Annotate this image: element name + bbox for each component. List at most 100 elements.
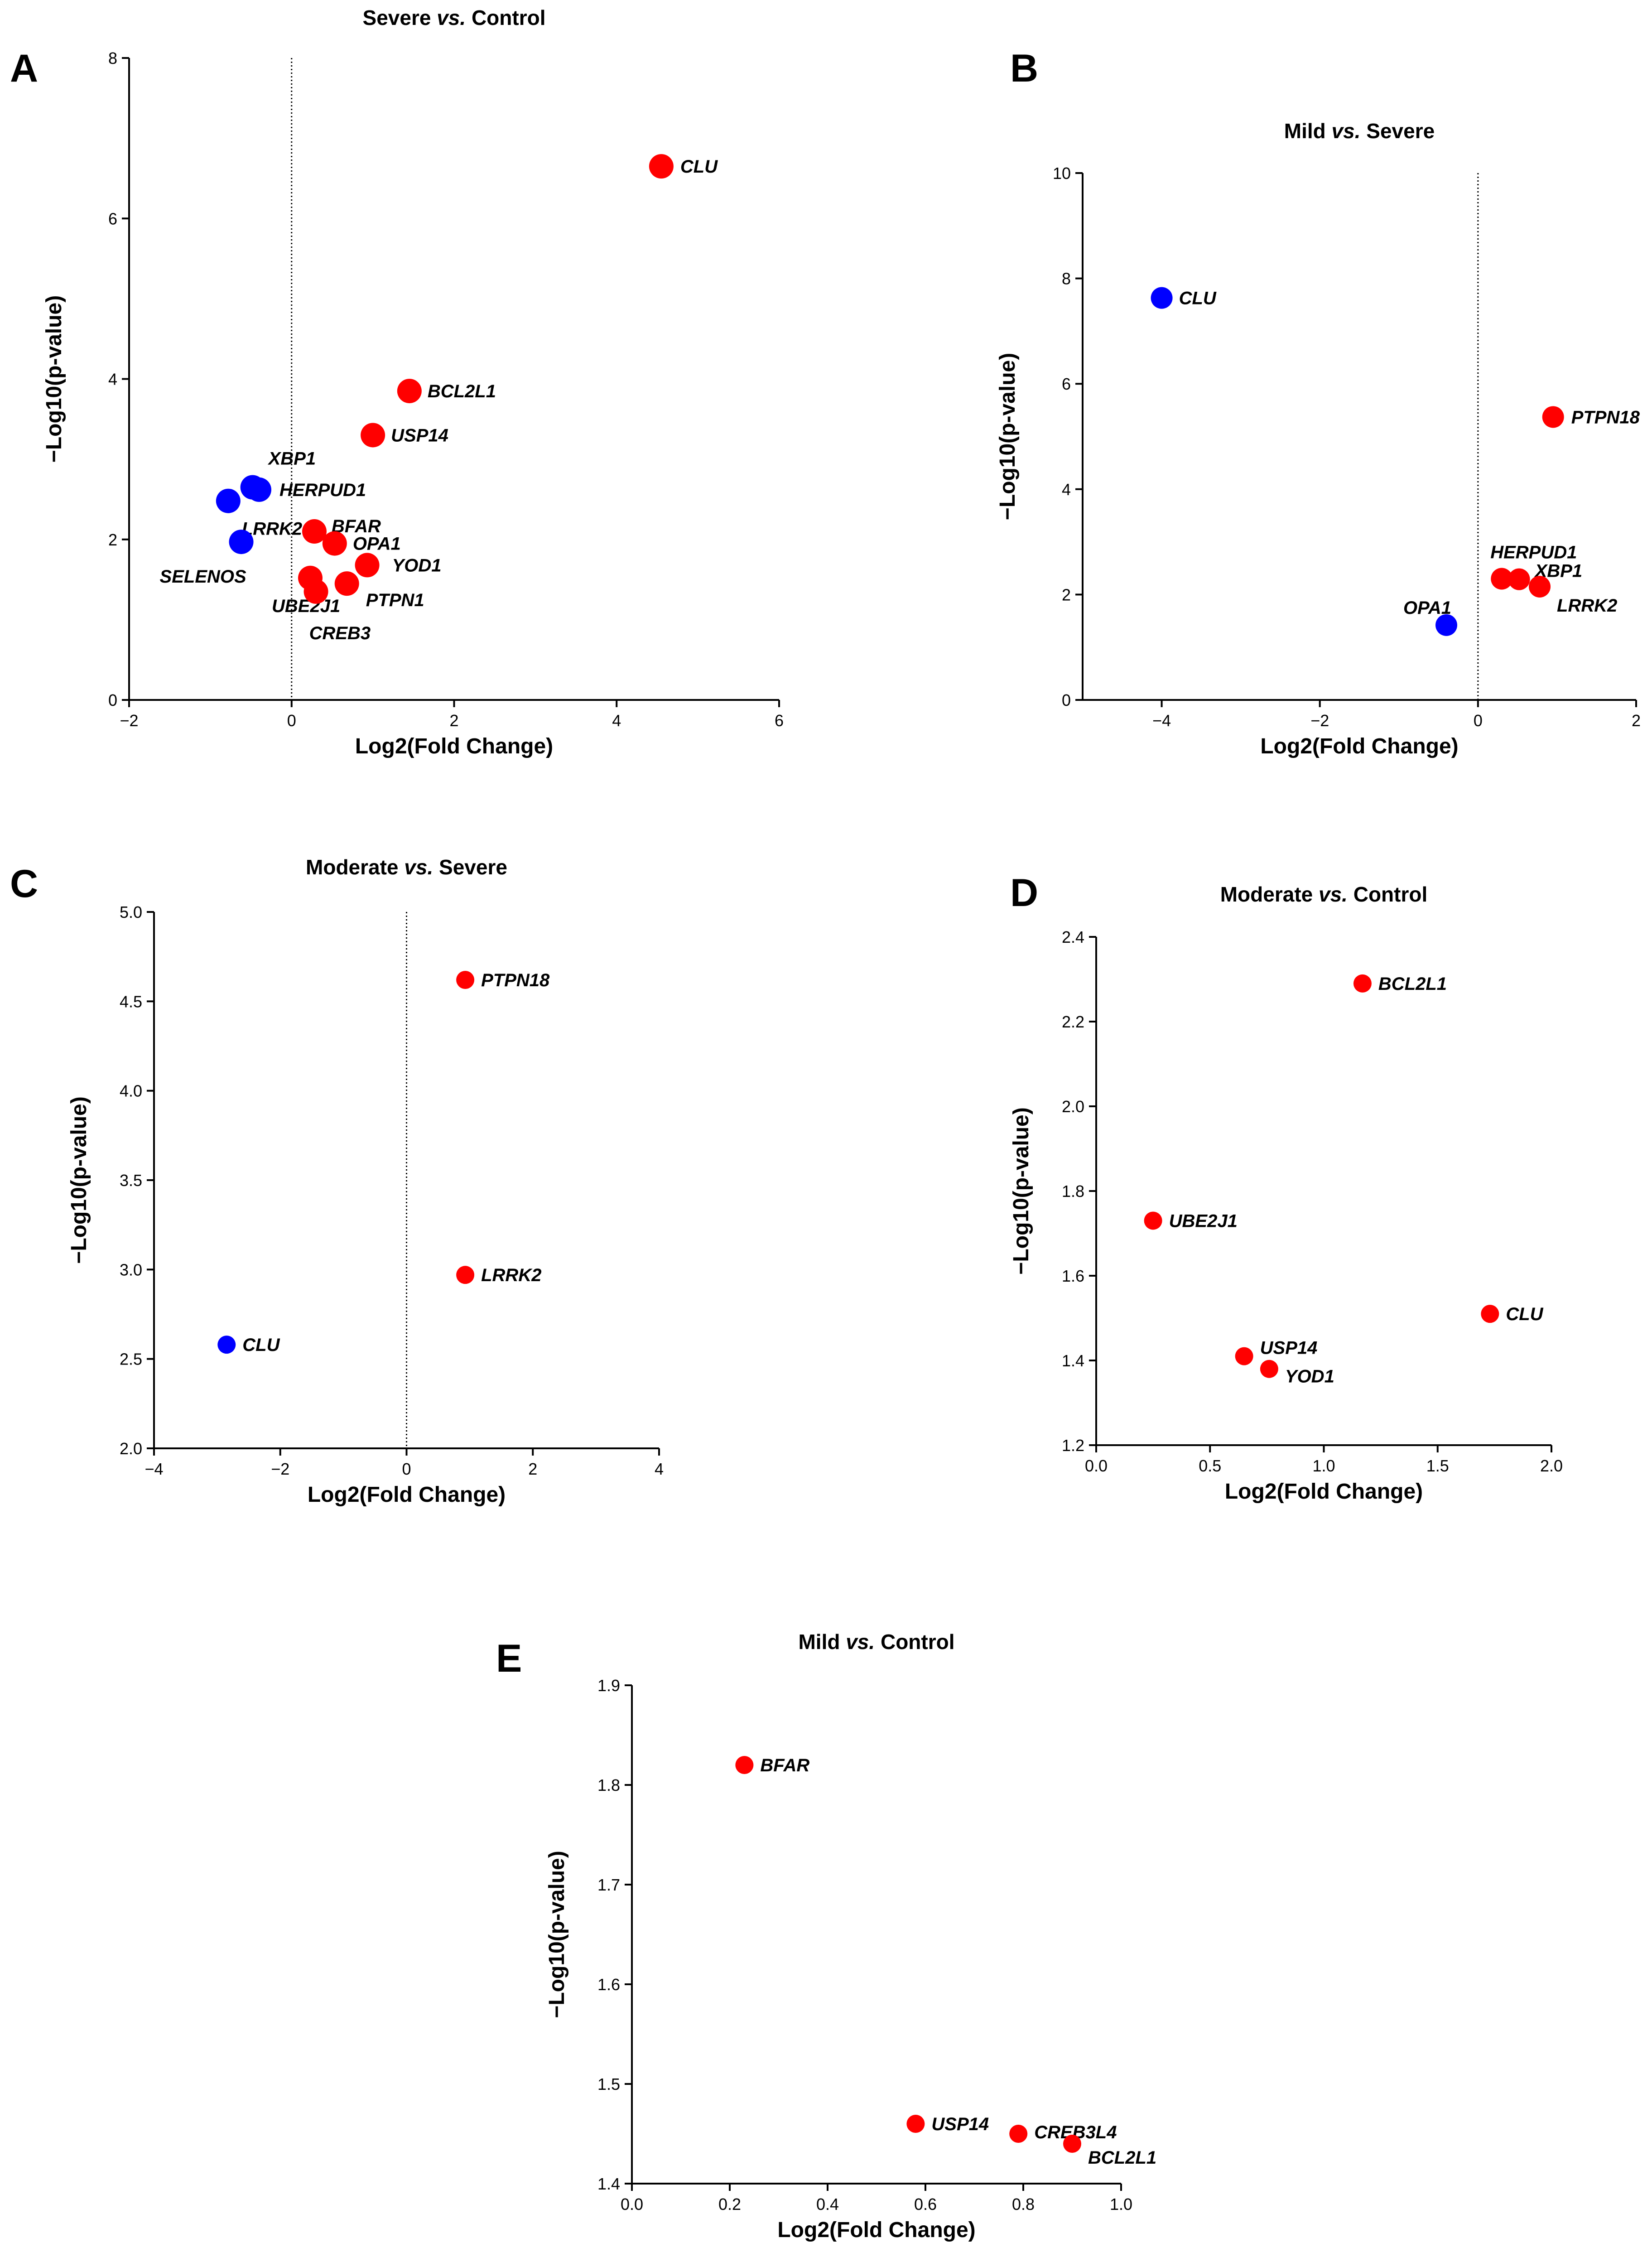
x-tick-label: 2.0 bbox=[1540, 1456, 1563, 1475]
y-tick-label: 3.0 bbox=[120, 1260, 142, 1279]
x-tick-label: 0.0 bbox=[621, 2195, 643, 2214]
gene-label: OPA1 bbox=[353, 534, 401, 554]
gene-label: BFAR bbox=[760, 1755, 809, 1775]
data-point-herpud1 bbox=[1491, 568, 1513, 590]
y-tick-label: 6 bbox=[108, 209, 117, 228]
y-tick-label: 1.4 bbox=[597, 2175, 620, 2193]
chart-title: Mild vs. Severe bbox=[1284, 119, 1435, 143]
gene-label: BCL2L1 bbox=[1378, 974, 1447, 994]
chart-title: Mild vs. Control bbox=[798, 1630, 954, 1654]
panel-letter: A bbox=[10, 47, 38, 90]
y-tick-label: 2.0 bbox=[1062, 1097, 1084, 1116]
gene-label: SELENOS bbox=[160, 567, 246, 587]
y-tick-label: 2.2 bbox=[1062, 1013, 1084, 1031]
x-tick-label: −2 bbox=[271, 1460, 289, 1478]
title-vs: vs. bbox=[1332, 119, 1361, 143]
gene-label: YOD1 bbox=[1285, 1367, 1334, 1387]
x-tick-label: 2 bbox=[1632, 711, 1641, 730]
x-tick-label: 4 bbox=[612, 711, 621, 730]
panel-d: D Moderate vs. Control 0.0 0.5 1.0 1.5 2.0 1.2 1… bbox=[1009, 871, 1563, 1504]
data-point-usp14 bbox=[1235, 1347, 1253, 1365]
y-tick-label: 1.5 bbox=[597, 2075, 620, 2093]
data-point-ptpn18 bbox=[1542, 406, 1564, 428]
gene-label: USP14 bbox=[1260, 1338, 1318, 1358]
y-axis-label: −Log10(p-value) bbox=[1009, 1107, 1033, 1274]
panel-b: B Mild vs. Severe −4 −2 0 2 0 2 4 6 8 10 Log2(Fold C… bbox=[996, 47, 1641, 758]
x-tick-label: −4 bbox=[144, 1460, 163, 1478]
x-axis-label: Log2(Fold Change) bbox=[1225, 1480, 1423, 1504]
y-tick-label: 1.6 bbox=[597, 1975, 620, 1994]
x-tick-label: 6 bbox=[775, 711, 784, 730]
data-point-ube2j1 bbox=[1144, 1211, 1162, 1230]
data-point-lrrk2 bbox=[216, 488, 241, 513]
data-point-xbp1 bbox=[1508, 568, 1530, 590]
title-part: Mild bbox=[798, 1630, 846, 1654]
x-tick-label: 4 bbox=[655, 1460, 664, 1478]
data-point-ptpn1 bbox=[334, 571, 359, 596]
gene-label: CREB3 bbox=[309, 623, 371, 643]
title-vs: vs. bbox=[1319, 883, 1348, 906]
title-part: Severe bbox=[363, 6, 437, 29]
data-point-bcl2l1 bbox=[1063, 2135, 1081, 2153]
y-tick-label: 5.0 bbox=[120, 903, 142, 921]
data-point-bcl2l1 bbox=[1353, 974, 1372, 993]
gene-label: HERPUD1 bbox=[279, 480, 366, 500]
y-tick-label: 3.5 bbox=[120, 1171, 142, 1190]
x-axis-label: Log2(Fold Change) bbox=[308, 1483, 506, 1507]
panel-letter: E bbox=[496, 1637, 522, 1680]
x-tick-label: 0.8 bbox=[1012, 2195, 1035, 2214]
panel-e: E Mild vs. Control 0.0 0.2 0.4 0.6 0.8 1.0 1.4 1.… bbox=[496, 1630, 1156, 2242]
gene-label: UBE2J1 bbox=[1169, 1211, 1238, 1231]
data-point-bcl2l1 bbox=[397, 379, 422, 404]
x-tick-label: 1.5 bbox=[1426, 1456, 1449, 1475]
y-axis-label: −Log10(p-value) bbox=[67, 1096, 91, 1264]
data-point-bfar bbox=[302, 519, 327, 544]
y-tick-label: 1.7 bbox=[597, 1876, 620, 1894]
data-point-selenos bbox=[229, 530, 254, 555]
y-tick-label: 2 bbox=[108, 530, 117, 549]
gene-label: CLU bbox=[680, 157, 718, 177]
gene-label: UBE2J1 bbox=[272, 596, 340, 616]
y-tick-label: 2.5 bbox=[120, 1350, 142, 1369]
x-tick-label: −4 bbox=[1152, 711, 1171, 730]
gene-label: LRRK2 bbox=[242, 519, 302, 539]
x-tick-label: −2 bbox=[1310, 711, 1329, 730]
title-vs: vs. bbox=[846, 1630, 875, 1654]
title-part: Control bbox=[466, 6, 545, 29]
data-point-lrrk2 bbox=[456, 1266, 475, 1284]
panel-letter: C bbox=[10, 862, 38, 906]
title-part: Control bbox=[1348, 883, 1427, 906]
data-point-clu bbox=[649, 154, 674, 179]
gene-label: CLU bbox=[242, 1335, 280, 1355]
data-point-clu bbox=[1481, 1305, 1499, 1323]
data-point-bfar bbox=[735, 1756, 754, 1774]
gene-label: XBP1 bbox=[268, 449, 316, 469]
y-tick-label: 1.2 bbox=[1062, 1436, 1084, 1455]
panel-letter: B bbox=[1010, 47, 1038, 90]
gene-label: BCL2L1 bbox=[428, 381, 496, 401]
y-tick-label: 8 bbox=[108, 49, 117, 68]
x-axis-label: Log2(Fold Change) bbox=[777, 2218, 975, 2242]
gene-label: USP14 bbox=[931, 2114, 989, 2134]
x-tick-label: 0 bbox=[402, 1460, 411, 1478]
y-axis-label: −Log10(p-value) bbox=[996, 353, 1020, 520]
x-tick-label: 2 bbox=[449, 711, 458, 730]
x-tick-label: 0 bbox=[287, 711, 296, 730]
x-tick-label: 0.0 bbox=[1085, 1456, 1108, 1475]
gene-label: PTPN18 bbox=[481, 970, 550, 990]
gene-label: OPA1 bbox=[1403, 598, 1451, 618]
data-point-yod1 bbox=[355, 553, 380, 578]
data-point-creb3 bbox=[303, 579, 328, 604]
y-tick-label: 1.9 bbox=[597, 1676, 620, 1695]
y-tick-label: 6 bbox=[1062, 375, 1071, 393]
y-tick-label: 10 bbox=[1053, 164, 1071, 183]
chart-title: Severe vs. Control bbox=[363, 6, 546, 29]
gene-label: CLU bbox=[1506, 1304, 1543, 1324]
y-tick-label: 1.8 bbox=[1062, 1182, 1084, 1201]
x-tick-label: 0.4 bbox=[816, 2195, 839, 2214]
data-point-opa1 bbox=[1435, 614, 1458, 636]
x-tick-label: 0.2 bbox=[718, 2195, 741, 2214]
y-tick-label: 0 bbox=[108, 691, 117, 709]
data-point-usp14 bbox=[361, 423, 385, 448]
x-tick-label: 0 bbox=[1474, 711, 1483, 730]
